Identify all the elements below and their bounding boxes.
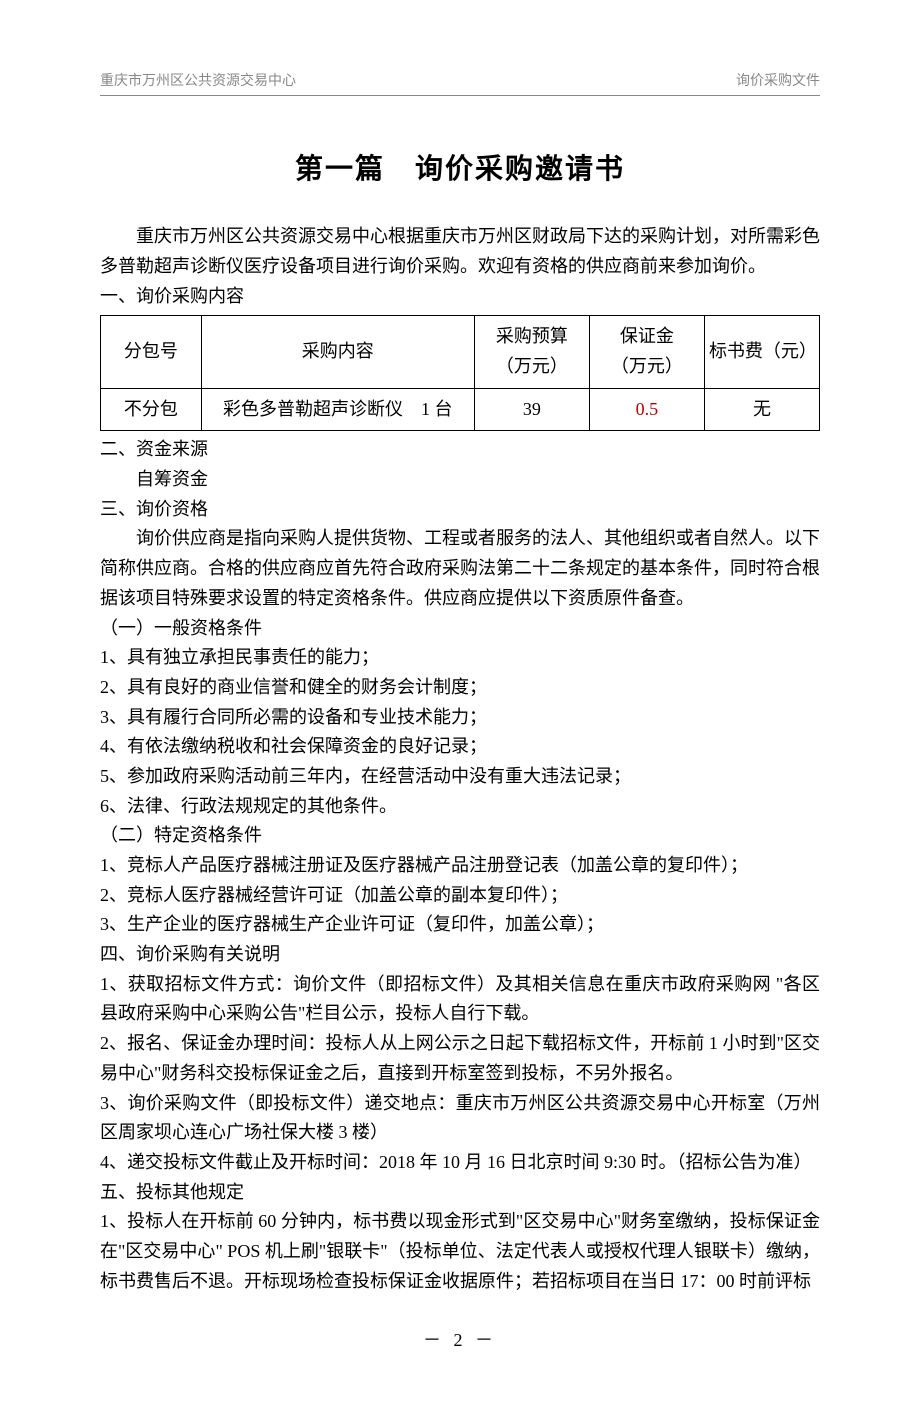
page-header: 重庆市万州区公共资源交易中心 询价采购文件: [100, 70, 820, 96]
td-budget: 39: [474, 388, 589, 431]
spec-item-3: 3、生产企业的医疗器械生产企业许可证（复印件，加盖公章）；: [100, 910, 820, 940]
td-fee: 无: [704, 388, 819, 431]
td-content: 彩色多普勒超声诊断仪 1 台: [201, 388, 474, 431]
gen-item-6: 6、法律、行政法规规定的其他条件。: [100, 792, 820, 822]
section-2-heading: 二、资金来源: [100, 435, 820, 465]
section-3-heading: 三、询价资格: [100, 495, 820, 525]
section-1-heading: 一、询价采购内容: [100, 282, 820, 312]
sec4-item-3: 3、询价采购文件（即投标文件）递交地点：重庆市万州区公共资源交易中心开标室（万州…: [100, 1089, 820, 1148]
td-deposit: 0.5: [589, 388, 704, 431]
sec4-item-4: 4、递交投标文件截止及开标时间：2018 年 10 月 16 日北京时间 9:3…: [100, 1148, 820, 1178]
gen-item-3: 3、具有履行合同所必需的设备和专业技术能力；: [100, 703, 820, 733]
section-3-intro: 询价供应商是指向采购人提供货物、工程或者服务的法人、其他组织或者自然人。以下简称…: [100, 524, 820, 613]
intro-paragraph: 重庆市万州区公共资源交易中心根据重庆市万州区财政局下达的采购计划，对所需彩色多普…: [100, 222, 820, 281]
gen-item-2: 2、具有良好的商业信誉和健全的财务会计制度；: [100, 673, 820, 703]
section-5-heading: 五、投标其他规定: [100, 1178, 820, 1208]
th-fee: 标书费（元）: [704, 316, 819, 388]
header-left: 重庆市万州区公共资源交易中心: [100, 70, 296, 93]
general-qual-heading: （一）一般资格条件: [100, 614, 820, 644]
th-deposit-l1: 保证金: [620, 326, 674, 346]
spec-item-2: 2、竞标人医疗器械经营许可证（加盖公章的副本复印件）；: [100, 881, 820, 911]
procurement-table: 分包号 采购内容 采购预算 （万元） 保证金 （万元） 标书费（元） 不分包 彩…: [100, 315, 820, 431]
th-budget-l2: （万元）: [496, 356, 568, 376]
sec4-item-1: 1、获取招标文件方式：询价文件（即招标文件）及其相关信息在重庆市政府采购网 "各…: [100, 970, 820, 1029]
section-2-body: 自筹资金: [100, 465, 820, 495]
chapter-title: 第一篇 询价采购邀请书: [100, 146, 820, 192]
section-4-heading: 四、询价采购有关说明: [100, 940, 820, 970]
page-number: － 2 －: [100, 1326, 820, 1356]
gen-item-4: 4、有依法缴纳税收和社会保障资金的良好记录；: [100, 732, 820, 762]
sec5-item-1: 1、投标人在开标前 60 分钟内，标书费以现金形式到"区交易中心"财务室缴纳，投…: [100, 1207, 820, 1296]
th-package: 分包号: [101, 316, 202, 388]
th-deposit: 保证金 （万元）: [589, 316, 704, 388]
gen-item-5: 5、参加政府采购活动前三年内，在经营活动中没有重大违法记录；: [100, 762, 820, 792]
th-deposit-l2: （万元）: [611, 356, 683, 376]
sec4-item-2: 2、报名、保证金办理时间：投标人从上网公示之日起下载招标文件，开标前 1 小时到…: [100, 1029, 820, 1088]
header-right: 询价采购文件: [736, 70, 820, 93]
td-package: 不分包: [101, 388, 202, 431]
th-content: 采购内容: [201, 316, 474, 388]
specific-qual-heading: （二）特定资格条件: [100, 821, 820, 851]
table-data-row: 不分包 彩色多普勒超声诊断仪 1 台 39 0.5 无: [101, 388, 820, 431]
gen-item-1: 1、具有独立承担民事责任的能力；: [100, 643, 820, 673]
th-budget: 采购预算 （万元）: [474, 316, 589, 388]
spec-item-1: 1、竞标人产品医疗器械注册证及医疗器械产品注册登记表（加盖公章的复印件）；: [100, 851, 820, 881]
th-budget-l1: 采购预算: [496, 326, 568, 346]
table-header-row: 分包号 采购内容 采购预算 （万元） 保证金 （万元） 标书费（元）: [101, 316, 820, 388]
